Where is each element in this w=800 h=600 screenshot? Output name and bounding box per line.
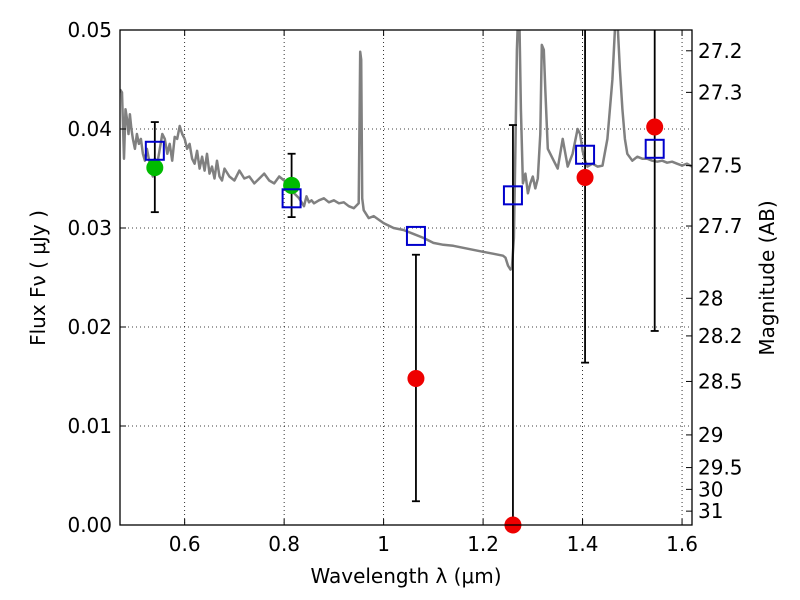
y2-tick-label: 27.2 (698, 39, 743, 63)
measured-point (576, 169, 594, 187)
x-tick-label: 0.6 (169, 532, 201, 556)
x-tick-label: 1.2 (467, 532, 499, 556)
y2-axis-label: Magnitude (AB) (755, 200, 779, 355)
measured-point (407, 369, 425, 387)
model-photometry-point (644, 138, 665, 159)
model-photometry-point (502, 185, 523, 206)
y-tick-label: 0.05 (67, 18, 112, 42)
y2-tick-label: 27.5 (698, 154, 743, 178)
x-tick-label: 1 (377, 532, 390, 556)
model-photometry-point (144, 140, 165, 161)
x-tick-label: 1.6 (666, 532, 698, 556)
model-photometry-point (405, 225, 426, 246)
y2-tick-label: 31 (698, 499, 723, 523)
y2-tick-label: 30 (698, 477, 723, 501)
y-axis-label: Flux Fν ( μJy ) (26, 210, 50, 346)
y2-tick-label: 29.5 (698, 456, 743, 480)
y-tick-label: 0.02 (67, 315, 112, 339)
x-tick-label: 0.8 (268, 532, 300, 556)
y2-tick-label: 28 (698, 286, 723, 310)
measured-point (146, 159, 164, 177)
plot-frame (119, 29, 693, 526)
grid (120, 30, 692, 525)
y2-tick-label: 27.7 (698, 214, 743, 238)
y-tick-label: 0.03 (67, 216, 112, 240)
y-tick-label: 0.01 (67, 414, 112, 438)
y-tick-label: 0.00 (67, 513, 112, 537)
axes: 0.6 0.8 1 1.2 1.4 1.6 0.00 0.01 0.02 0.03 0.04 0.05… (67, 18, 742, 556)
y2-tick-label: 27.3 (698, 80, 743, 104)
model-photometry-point (281, 188, 302, 209)
y2-tick-label: 29 (698, 423, 723, 447)
y2-tick-label: 28.5 (698, 369, 743, 393)
data-points (144, 30, 665, 534)
y-tick-label: 0.04 (67, 117, 112, 141)
x-axis-label: Wavelength λ (μm) (310, 564, 501, 588)
measured-point (283, 176, 301, 194)
model-photometry-point (575, 144, 596, 165)
measured-point (646, 118, 664, 136)
y2-tick-label: 28.2 (698, 324, 743, 348)
x-tick-label: 1.4 (567, 532, 599, 556)
